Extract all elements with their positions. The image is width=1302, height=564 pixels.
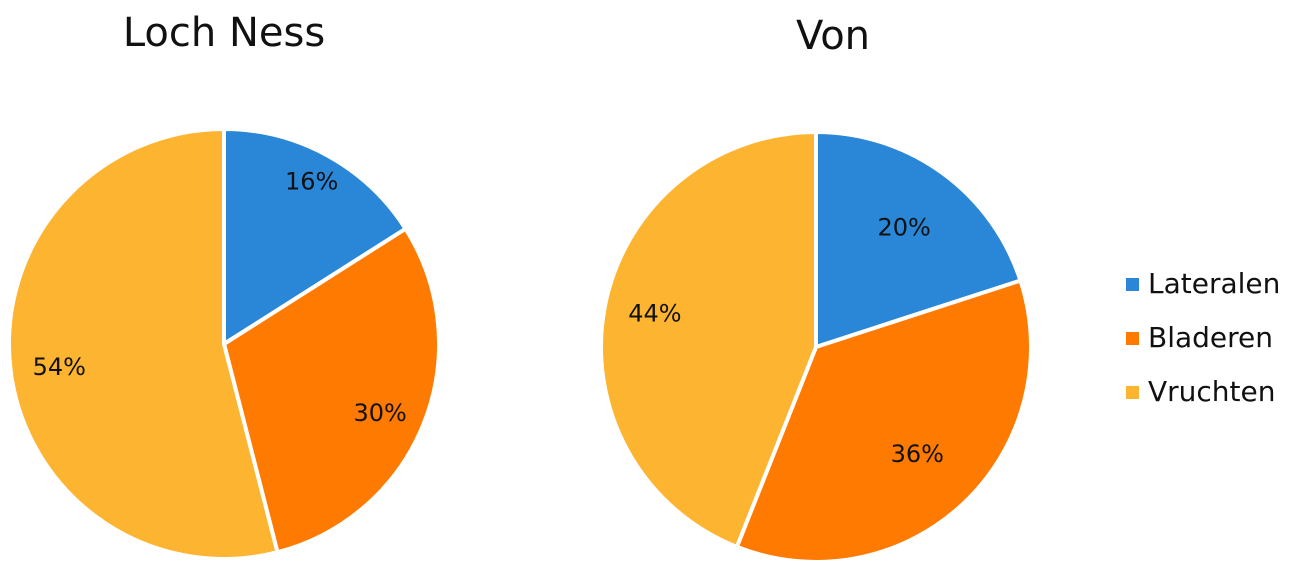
legend-swatch-vruchten: [1126, 386, 1139, 399]
slice-value-label: 30%: [354, 399, 407, 427]
pie-slice-vruchten: [599, 130, 818, 549]
slice-value-label: 44%: [628, 299, 681, 327]
legend-label-bladeren: Bladeren: [1148, 321, 1273, 354]
chart-title: Von: [796, 13, 870, 59]
pie-slice-lateralen: [814, 130, 1023, 349]
slice-value-label: 20%: [877, 214, 930, 242]
legend-label-lateralen: Lateralen: [1148, 267, 1280, 300]
pie-chart-von: Von 20% 36% 44%: [599, 13, 1033, 564]
pie-chart-loch-ness: Loch Ness 16% 30% 54%: [7, 10, 441, 561]
legend: Lateralen Bladeren Vruchten: [1126, 267, 1280, 408]
legend-label-vruchten: Vruchten: [1148, 375, 1276, 408]
pie-slice-vruchten: [7, 127, 280, 561]
legend-swatch-lateralen: [1126, 278, 1139, 291]
pie-slice-bladeren: [734, 278, 1033, 564]
legend-swatch-bladeren: [1126, 332, 1139, 345]
pie-slice-lateralen: [222, 127, 408, 346]
slice-value-label: 16%: [285, 168, 338, 196]
chart-title: Loch Ness: [123, 10, 325, 56]
pie-slice-bladeren: [222, 226, 441, 555]
slice-value-label: 36%: [891, 440, 944, 468]
slice-value-label: 54%: [33, 353, 86, 381]
